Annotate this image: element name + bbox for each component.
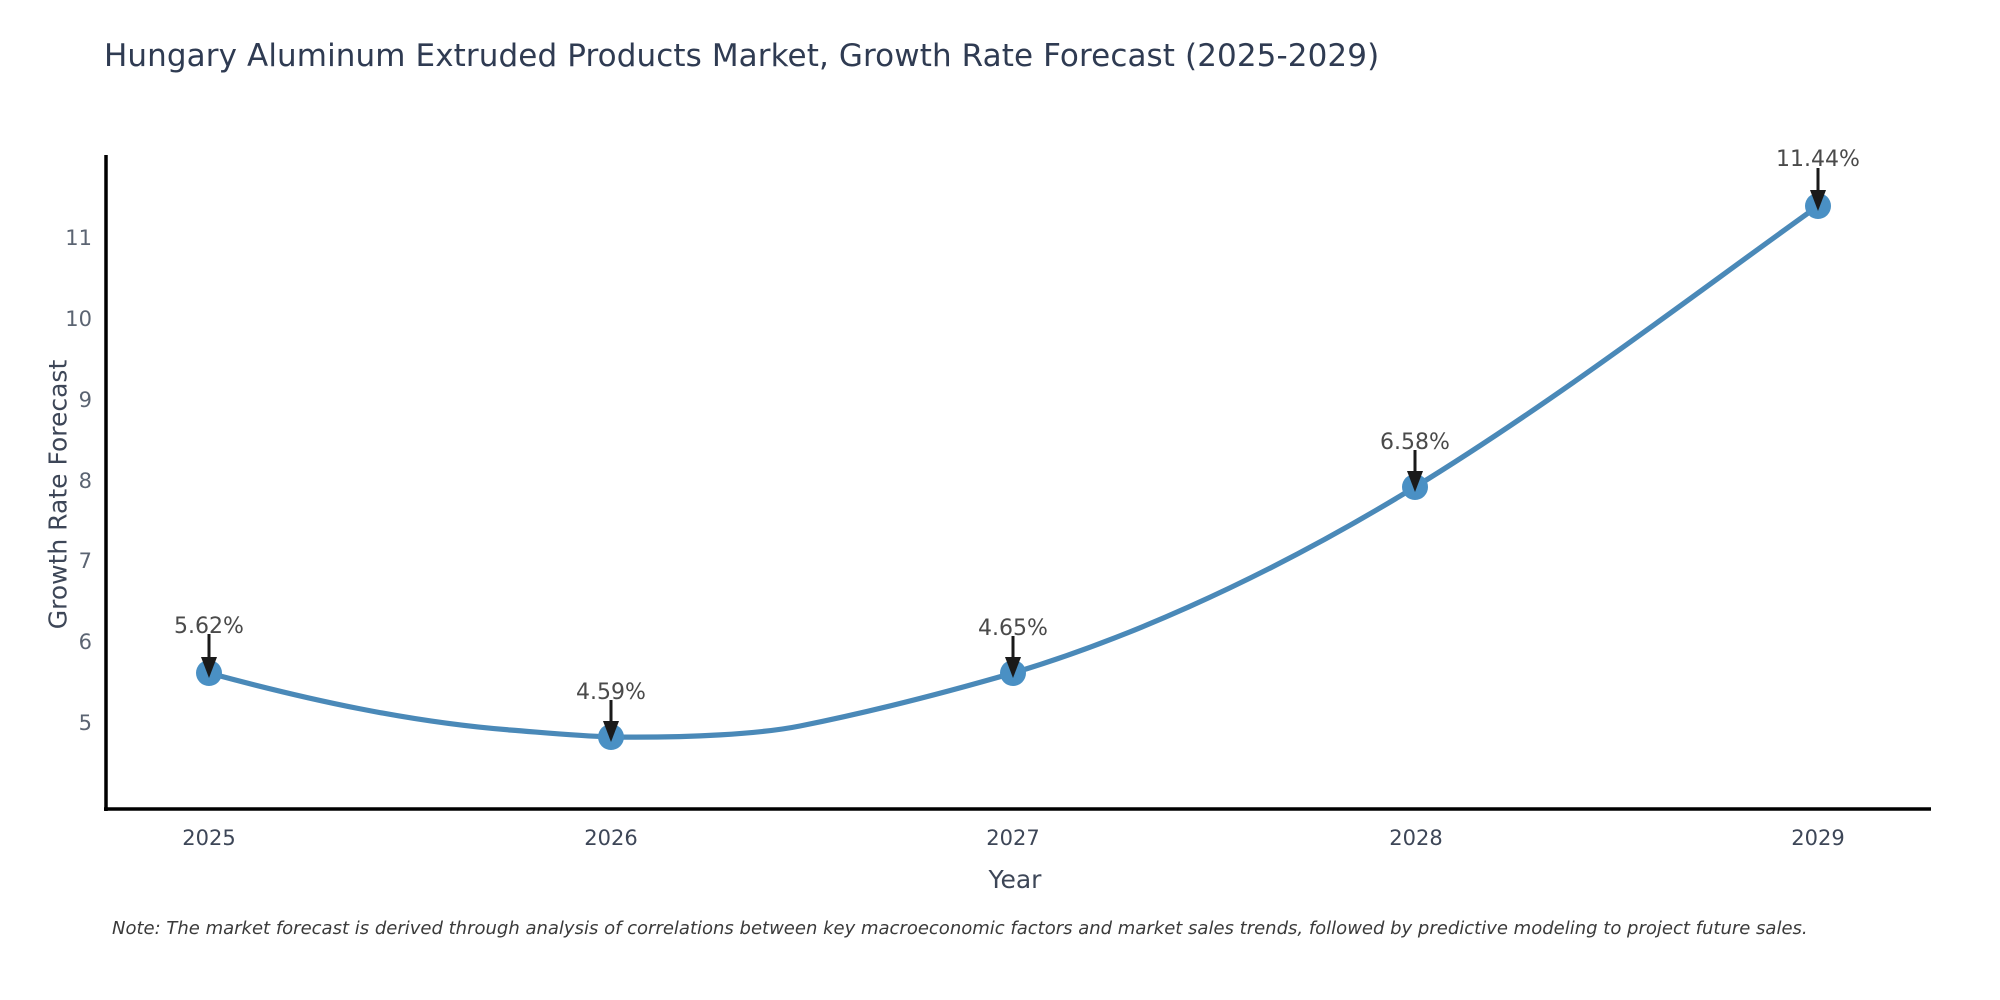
x-tick-label-2025: 2025	[182, 826, 236, 850]
chart-title: Hungary Aluminum Extruded Products Marke…	[104, 38, 1380, 74]
annotation-arrow-2029	[1810, 168, 1826, 211]
data-label-2026: 4.59%	[576, 680, 646, 705]
annotation-arrow-2026	[603, 700, 619, 742]
y-tick-label-11: 11	[65, 226, 92, 250]
data-label-2025: 5.62%	[174, 614, 244, 639]
data-label-2028: 6.58%	[1380, 430, 1450, 455]
x-tick-label-2029: 2029	[1791, 826, 1845, 850]
x-tick-label-2028: 2028	[1389, 826, 1443, 850]
x-tick-label-2027: 2027	[986, 826, 1040, 850]
x-tick-label-2026: 2026	[584, 826, 638, 850]
data-label-2027: 4.65%	[978, 616, 1048, 641]
x-axis-title: Year	[988, 865, 1042, 894]
data-line-growth-rate	[206, 203, 1821, 740]
data-label-2029: 11.44%	[1776, 147, 1860, 172]
chart-footnote: Note: The market forecast is derived thr…	[112, 918, 1808, 939]
annotation-arrow-2028	[1407, 450, 1423, 492]
y-tick-label-7: 7	[78, 549, 92, 573]
y-tick-label-10: 10	[65, 307, 92, 331]
y-tick-label-5: 5	[78, 711, 92, 735]
y-tick-label-8: 8	[78, 469, 92, 493]
annotation-arrow-2027	[1005, 636, 1021, 678]
annotation-arrow-2025	[201, 634, 217, 678]
y-tick-label-9: 9	[78, 388, 92, 412]
y-tick-label-6: 6	[78, 630, 92, 654]
